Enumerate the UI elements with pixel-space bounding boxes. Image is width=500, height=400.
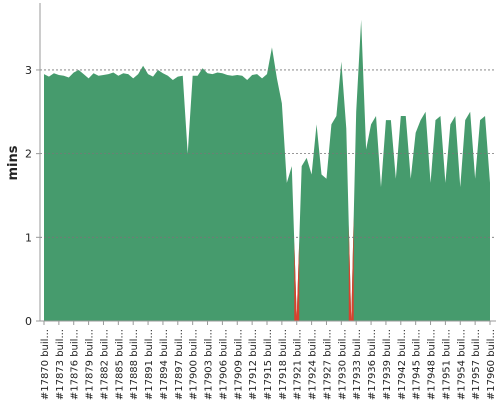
x-tick-label: #17933 buil...	[352, 329, 363, 400]
x-tick-label: #17915 buil...	[263, 329, 274, 400]
x-tick-label: #17885 buil...	[114, 329, 125, 400]
x-tick-label: #17906 buil...	[218, 329, 229, 400]
x-tick-label: #17930 buil...	[337, 329, 348, 400]
failed-area	[294, 241, 300, 321]
x-tick-label: #17894 buil...	[159, 329, 170, 400]
x-tick-label: #17870 buil...	[40, 329, 51, 400]
x-tick-label: #17924 buil...	[308, 329, 319, 400]
y-axis-label: mins	[6, 145, 21, 180]
y-tick-label: 1	[25, 231, 32, 244]
x-tick-label: #17954 buil...	[456, 329, 467, 400]
x-tick-label: #17876 buil...	[70, 329, 81, 400]
x-tick-label: #17939 buil...	[382, 329, 393, 400]
x-tick-label: #17945 buil...	[412, 329, 423, 400]
x-tick-label: #17936 buil...	[367, 329, 378, 400]
x-tick-label: #17957 buil...	[471, 329, 482, 400]
y-tick-label: 2	[25, 148, 32, 161]
x-tick-label: #17921 buil...	[293, 329, 304, 400]
failed-area	[348, 216, 354, 321]
x-tick-label: #17891 buil...	[144, 329, 155, 400]
x-tick-label: #17948 buil...	[427, 329, 438, 400]
x-tick-label: #17873 buil...	[55, 329, 66, 400]
area	[44, 19, 490, 321]
x-tick-label: #17909 buil...	[233, 329, 244, 400]
x-tick-label: #17900 buil...	[189, 329, 200, 400]
x-tick-label: #17942 buil...	[397, 329, 408, 400]
y-tick-label: 3	[25, 64, 32, 77]
x-tick-label: #17960 buil...	[486, 329, 497, 400]
x-tick-label: #17912 buil...	[248, 329, 259, 400]
x-tick-label: #17882 buil...	[99, 329, 110, 400]
x-tick-label: #17927 buil...	[322, 329, 333, 400]
x-tick-label: #17897 buil...	[174, 329, 185, 400]
x-tick-label: #17888 buil...	[129, 329, 140, 400]
y-tick-label: 0	[25, 315, 32, 328]
x-tick-label: #17918 buil...	[278, 329, 289, 400]
x-tick-label: #17903 buil...	[204, 329, 215, 400]
x-tick-label: #17951 buil...	[441, 329, 452, 400]
x-tick-label: #17879 buil...	[85, 329, 96, 400]
